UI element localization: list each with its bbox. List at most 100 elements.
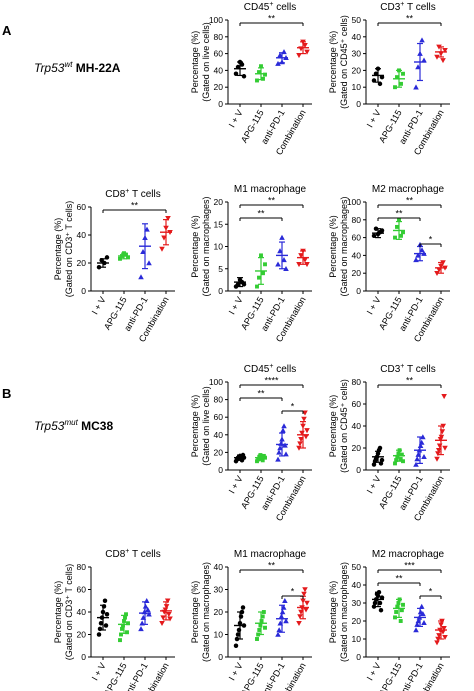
data-point — [260, 614, 265, 619]
gene-status: wt — [64, 60, 73, 69]
data-point — [371, 233, 377, 239]
y-tick-label: 0 — [218, 465, 223, 475]
data-point — [144, 226, 150, 232]
data-point — [261, 76, 265, 81]
x-tick-label: I + V — [365, 474, 383, 495]
data-point — [120, 626, 124, 631]
data-point — [436, 443, 443, 449]
data-point — [235, 632, 241, 637]
chart-title-main: M2 macrophage — [372, 184, 445, 195]
data-point — [96, 632, 102, 637]
x-tick-label: I + V — [365, 108, 383, 129]
chart-title-rest: T cells — [404, 364, 435, 375]
data-point — [283, 265, 289, 271]
significance-label: ** — [395, 209, 403, 219]
gene-name: Trp53 — [34, 61, 65, 75]
chart: 0 20 40 60 80 100 Percentage (%) (Gated on live… — [190, 363, 312, 523]
y-axis-label: (Gated on CD45⁺ cells) — [339, 15, 349, 109]
x-tick-label: I + V — [90, 661, 108, 682]
y-tick-label: 40 — [352, 250, 362, 260]
y-tick-label: 20 — [352, 443, 362, 453]
data-point — [395, 224, 399, 229]
data-point — [401, 230, 405, 235]
y-tick-label: 60 — [352, 233, 362, 243]
data-point — [379, 228, 385, 233]
y-axis-label: (Gated on live cells) — [201, 22, 211, 102]
data-point — [104, 612, 110, 617]
data-point — [123, 615, 127, 620]
y-axis-label: Percentage (%) — [328, 31, 338, 94]
data-point — [240, 605, 246, 610]
y-tick-label: 15 — [214, 219, 224, 229]
y-axis-label: Percentage (%) — [328, 581, 338, 644]
y-tick-label: 40 — [214, 430, 224, 440]
significance-label: ** — [257, 209, 265, 219]
data-point — [279, 234, 285, 240]
data-point — [395, 454, 400, 459]
data-point — [442, 48, 448, 54]
data-point — [440, 58, 446, 64]
chart-title-sup: + — [125, 188, 129, 195]
data-point — [398, 619, 403, 623]
data-point — [165, 215, 171, 221]
chart-title-main: CD45 — [244, 364, 270, 375]
y-tick-label: 0 — [356, 465, 361, 475]
y-tick-label: 40 — [214, 562, 224, 572]
data-point — [304, 600, 310, 606]
significance-label: * — [429, 235, 433, 245]
y-tick-label: 80 — [352, 215, 362, 225]
y-axis-label: (Gated on macrophages) — [201, 562, 211, 662]
data-point — [303, 607, 309, 613]
data-point — [442, 445, 448, 451]
data-point — [401, 459, 405, 464]
data-point — [282, 597, 288, 603]
chart-title: M1 macrophage — [234, 184, 307, 195]
data-point — [164, 598, 171, 604]
significance-label: ** — [257, 389, 265, 399]
y-tick-label: 20 — [77, 258, 87, 268]
significance-label: ** — [268, 196, 276, 206]
data-point — [233, 643, 239, 648]
chart-title: CD45+ cells — [244, 363, 296, 375]
data-point — [296, 262, 302, 268]
y-axis-label: Percentage (%) — [190, 31, 200, 94]
data-point — [395, 604, 400, 609]
chart-title-main: M1 macrophage — [234, 549, 307, 560]
data-point — [167, 616, 173, 622]
y-tick-label: 30 — [352, 598, 362, 608]
y-tick-label: 0 — [218, 99, 223, 109]
chart-title-main: CD8 — [105, 189, 125, 200]
y-tick-label: 30 — [214, 585, 224, 595]
data-point — [124, 252, 128, 257]
data-point — [257, 628, 262, 632]
data-point — [259, 64, 263, 69]
chart: 0 20 40 60 Percentage (%) (Gated on CD3⁺ T ce… — [53, 188, 175, 344]
data-point — [239, 62, 245, 67]
data-point — [126, 255, 130, 260]
chart-title-sup: + — [125, 548, 129, 555]
y-tick-label: 100 — [209, 15, 223, 25]
data-point — [419, 37, 425, 43]
chart: 0 5 10 15 20 Percentage (%) (Gated on macropha… — [190, 184, 312, 344]
y-axis-label: Percentage (%) — [328, 215, 338, 278]
data-point — [257, 70, 261, 75]
y-tick-label: 10 — [352, 82, 362, 92]
data-point — [378, 607, 384, 613]
data-point — [302, 587, 308, 593]
y-tick-label: 100 — [209, 377, 223, 387]
model-name: MC38 — [78, 419, 114, 433]
significance-label: ** — [395, 574, 403, 584]
data-point — [421, 454, 427, 460]
chart: 0 10 20 30 40 50 Percentage (%) (Gated on macro… — [328, 549, 450, 691]
data-point — [399, 81, 403, 86]
chart-title: CD8+ T cells — [105, 188, 160, 200]
y-tick-label: 20 — [214, 197, 224, 207]
y-axis-label: Percentage (%) — [190, 215, 200, 278]
data-point — [434, 270, 440, 276]
chart-title-rest: cells — [273, 364, 296, 375]
chart-title: CD3+ T cells — [380, 363, 435, 375]
data-point — [399, 233, 403, 238]
y-tick-label: 80 — [77, 562, 87, 572]
x-tick-label: I + V — [365, 295, 383, 316]
chart-title-main: M1 macrophage — [234, 184, 307, 195]
